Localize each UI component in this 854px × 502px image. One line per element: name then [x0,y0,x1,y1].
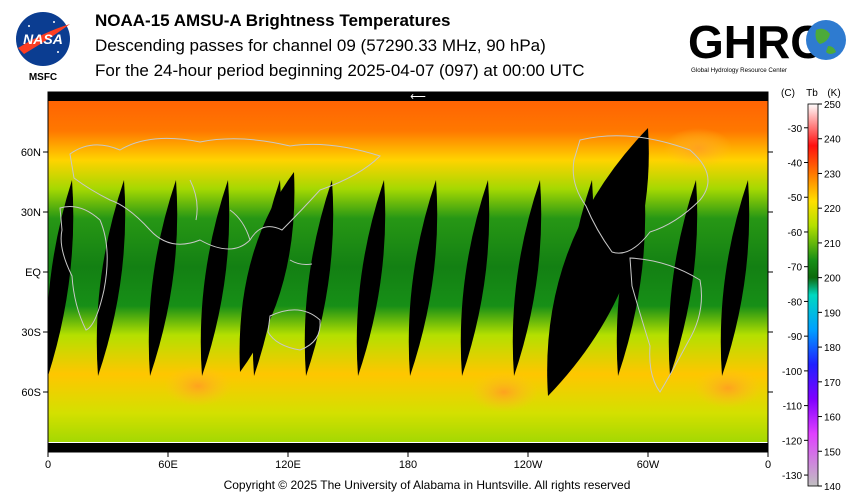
colorbar-celsius-label: -50 [788,193,803,204]
dateline-arrow-icon: ⟵ [410,91,426,103]
y-tick-label: 60N [21,147,41,159]
msfc-label: MSFC [29,72,57,82]
colorbar-celsius-label: -70 [788,263,803,274]
colorbar-header-celsius: (C) [781,88,795,99]
swath-gap [96,180,126,376]
swath-gap [408,180,438,376]
colorbar-kelvin-label: 200 [824,274,841,285]
swath-gap [460,180,490,376]
colorbar-header-kelvin: (K) [827,88,840,99]
ghrc-subtitle: Global Hydrology Resource Center [691,67,787,74]
y-tick-label: EQ [25,267,41,279]
colorbar-kelvin-label: 160 [824,413,841,424]
colorbar-kelvin-label: 170 [824,378,841,389]
bottom-band [48,443,768,452]
x-tick-label: 0 [45,459,51,471]
colorbar-celsius-label: -120 [782,436,802,447]
top-band [48,92,768,101]
x-tick-label: 120W [514,459,543,471]
y-tick-label: 30N [21,207,41,219]
x-tick-label: 60E [158,459,178,471]
colorbar-kelvin-label: 230 [824,169,841,180]
colorbar-celsius-label: -60 [788,228,803,239]
colorbar-header-tb: Tb [806,88,818,99]
coastlines [59,135,709,393]
nasa-logo-text: NASA [23,31,63,47]
chart-period: For the 24-hour period beginning 2025-04… [95,61,585,80]
colorbar-kelvin-label: 240 [824,135,841,146]
colorbar [807,103,819,487]
y-tick-label: 60S [21,387,41,399]
south-atlantic-warm-spot [694,368,762,408]
chart-title: NOAA-15 AMSU-A Brightness Temperatures [95,11,451,30]
north-atlantic-warm-spot [664,128,732,168]
colorbar-kelvin-label: 180 [824,343,841,354]
chart-subtitle: Descending passes for channel 09 (57290.… [95,36,546,55]
swath-gap [720,180,750,376]
colorbar-celsius-label: -90 [788,332,803,343]
colorbar-celsius-label: -40 [788,159,803,170]
colorbar-kelvin-label: 210 [824,239,841,250]
swath-gap [668,180,698,376]
colorbar-kelvin-label: 250 [824,100,841,111]
colorbar-kelvin-label: 140 [824,482,841,493]
swath-gap [148,180,178,376]
colorbar-kelvin-label: 220 [824,204,841,215]
y-tick-label: 30S [21,327,41,339]
missing-wide-swath-pacific [547,128,649,396]
x-tick-label: 180 [399,459,417,471]
swath-gap [48,180,74,376]
swath-gap [356,180,386,376]
ghrc-logo-text: GHRC [688,16,823,68]
nasa-meatball-logo: NASA MSFC [16,12,70,82]
colorbar-kelvin-label: 190 [824,308,841,319]
swath-gap [200,180,230,376]
colorbar-celsius-label: -100 [782,367,802,378]
x-tick-label: 0 [765,459,771,471]
brightness-temperature-map: ⟵ 0 60E 120E 180 120W 60W 0 60N 30N EQ 30S 60S (C)… [21,88,841,493]
copyright: Copyright © 2025 The University of Alaba… [223,478,631,492]
colorbar-celsius-label: -130 [782,471,802,482]
swath-gap [304,180,334,376]
missing-swath-west-pacific [239,172,295,372]
x-tick-label: 120E [275,459,301,471]
ghrc-logo: GHRC Global Hydrology Resource Center [688,16,846,74]
colorbar-celsius-label: -110 [783,402,803,413]
south-pacific-warm-spot [470,372,538,412]
southern-indian-ocean-warm-spot [164,366,232,406]
colorbar-kelvin-label: 150 [824,447,841,458]
x-tick-label: 60W [637,459,660,471]
swath-gap [512,180,542,376]
colorbar-celsius-label: -30 [788,124,803,135]
colorbar-celsius-label: -80 [788,297,803,308]
